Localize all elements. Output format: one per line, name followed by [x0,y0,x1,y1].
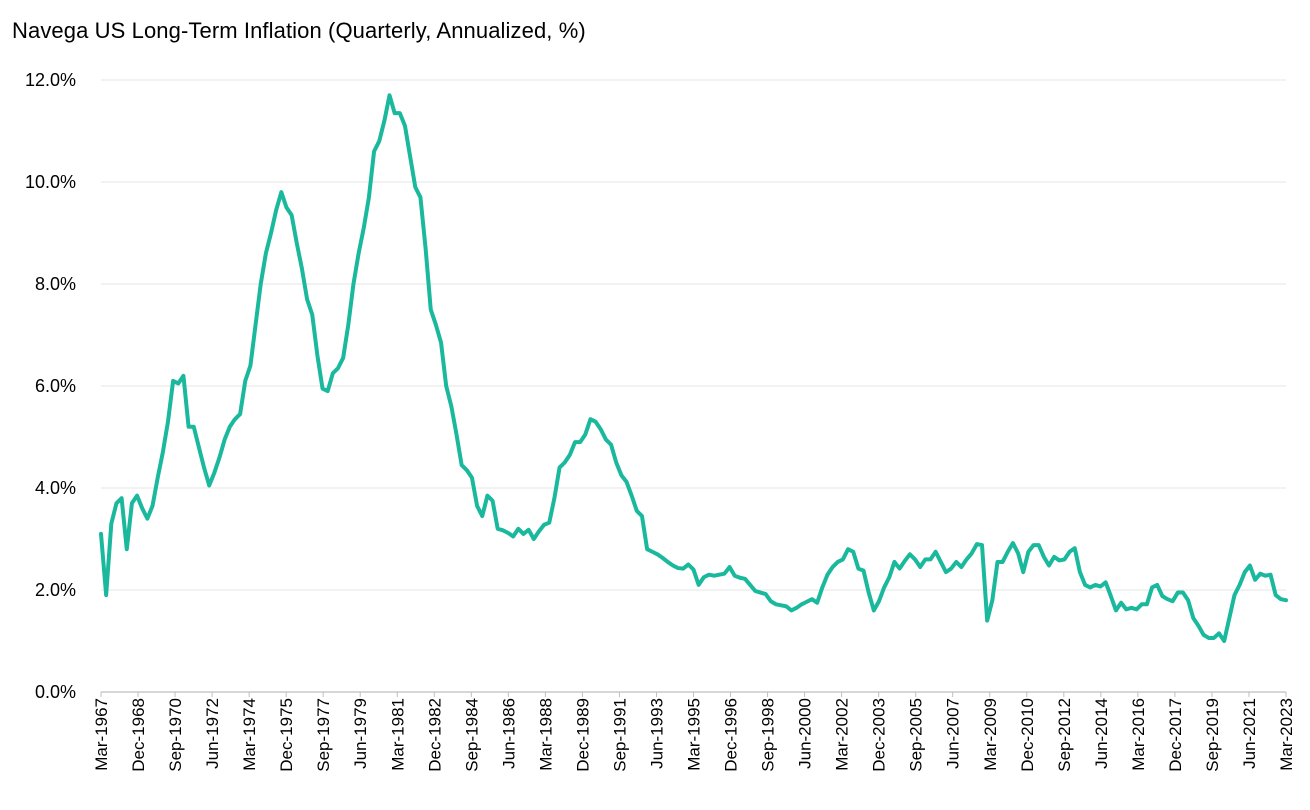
x-tick-label: Sep-2012 [1055,698,1074,772]
y-tick-label: 10.0% [25,172,76,192]
series-layer [99,93,1288,643]
x-tick-label: Sep-2019 [1203,698,1222,772]
x-tick-label: Jun-2007 [944,698,963,769]
x-tick-label: Dec-1968 [129,698,148,772]
x-tick-label: Mar-2023 [1277,698,1296,771]
y-tick-label: 2.0% [35,580,76,600]
x-tick-label: Sep-1977 [314,698,333,772]
gridlines [101,79,1286,591]
x-tick-label: Dec-1996 [722,698,741,772]
y-axis-ticks: 0.0% 2.0% 4.0% 6.0% 8.0% 10.0% 12.0% [25,70,76,702]
x-tick-label: Mar-1981 [388,698,407,771]
inflation-line [99,93,1288,643]
x-tick-label: Dec-1982 [425,698,444,772]
x-tick-label: Dec-1989 [573,698,592,772]
x-tick-label: Sep-1984 [462,698,481,772]
x-tick-label: Jun-1986 [499,698,518,769]
x-tick-label: Sep-1991 [610,698,629,772]
x-tick-label: Mar-1967 [92,698,111,771]
x-tick-label: Sep-2005 [907,698,926,772]
x-tick-label: Mar-2002 [833,698,852,771]
y-tick-label: 0.0% [35,682,76,702]
x-tick-label: Dec-1975 [277,698,296,772]
x-tick-label: Mar-1974 [240,698,259,771]
x-tick-label: Sep-1998 [759,698,778,772]
x-tick-label: Jun-2000 [796,698,815,769]
x-tick-label: Jun-1972 [203,698,222,769]
x-tick-label: Dec-2010 [1018,698,1037,772]
x-tick-label: Jun-1993 [648,698,667,769]
x-axis-ticks: Mar-1967 Dec-1968 Sep-1970 Jun-1972 Mar-1974… [92,698,1296,772]
x-tick-label: Sep-1970 [166,698,185,772]
y-tick-label: 6.0% [35,376,76,396]
chart-title: Navega US Long-Term Inflation (Quarterly… [12,18,586,43]
y-tick-label: 12.0% [25,70,76,90]
x-tick-label: Mar-1995 [685,698,704,771]
x-tick-label: Mar-2016 [1129,698,1148,771]
x-tick-label: Mar-2009 [981,698,1000,771]
x-tick-label: Dec-2017 [1166,698,1185,772]
x-tick-label: Jun-2021 [1240,698,1259,769]
y-tick-label: 8.0% [35,274,76,294]
x-axis [100,691,1287,697]
y-tick-label: 4.0% [35,478,76,498]
x-tick-label: Dec-2003 [870,698,889,772]
x-tick-label: Jun-1979 [351,698,370,769]
x-tick-label: Mar-1988 [536,698,555,771]
x-tick-label: Jun-2014 [1092,698,1111,769]
